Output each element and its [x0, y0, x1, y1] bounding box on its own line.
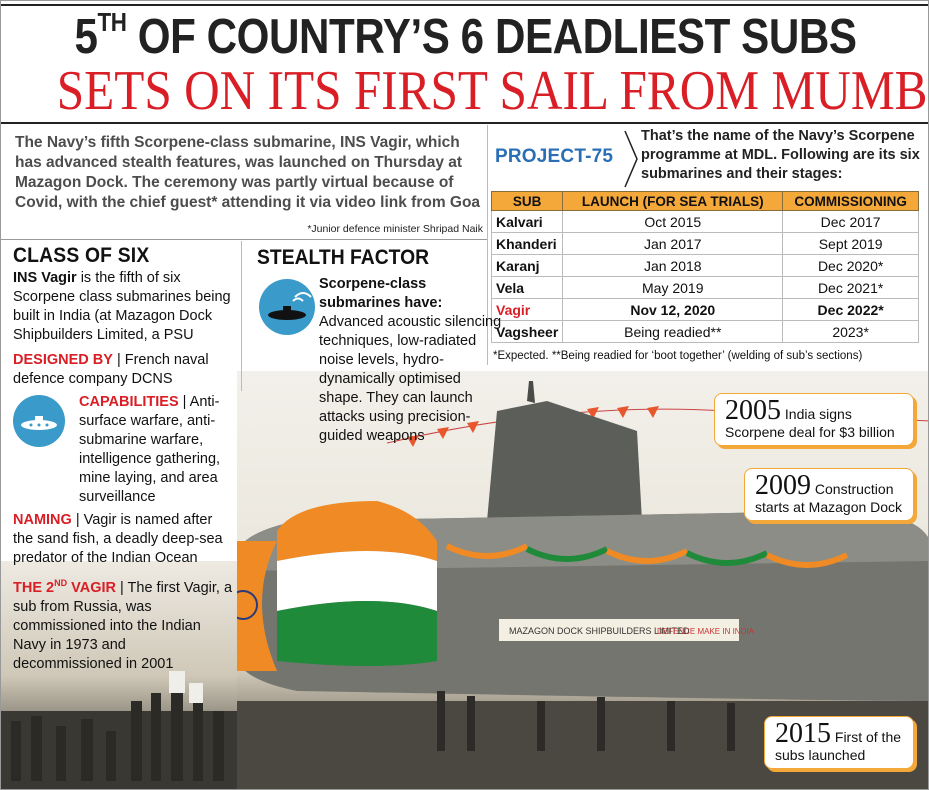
cell-commissioning: Dec 2020*	[782, 254, 919, 277]
cell-sub: Karanj	[490, 254, 564, 277]
class-of-six-section: CLASS OF SIX INS Vagir is the fifth of s…	[13, 244, 235, 674]
table-row: Kalvari Oct 2015 Dec 2017	[490, 210, 919, 233]
cell-commissioning: Dec 2021*	[782, 276, 919, 299]
table-row: Khanderi Jan 2017 Sept 2019	[490, 232, 919, 255]
intro-divider	[1, 239, 487, 240]
crowd-silhouette-image	[1, 671, 237, 789]
top-rule	[1, 4, 928, 6]
headline-line-1: 5TH OF COUNTRY’S 6 DEADLIEST SUBS	[74, 7, 857, 64]
cell-sub: Khanderi	[490, 232, 564, 255]
dock-photo-left	[1, 561, 237, 789]
submarine-icon	[13, 395, 65, 447]
naming-item: NAMING | Vagir is named after the sand f…	[13, 512, 223, 566]
submarine-table: SUB LAUNCH (FOR SEA TRIALS) COMMISSIONIN…	[490, 191, 919, 343]
project-75-label: PROJECT-75	[495, 146, 614, 167]
class-of-six-title: CLASS OF SIX	[13, 244, 150, 267]
section-divider	[241, 241, 242, 391]
cell-launch: Nov 12, 2020	[562, 298, 784, 321]
cell-commissioning: 2023*	[782, 320, 919, 343]
cell-sub: Kalvari	[490, 210, 564, 233]
cell-launch: Jan 2017	[562, 232, 784, 255]
cell-commissioning: Dec 2022*	[782, 298, 919, 321]
project-75-description: That’s the name of the Navy’s Scorpene p…	[641, 128, 920, 182]
timeline-box-2015: 2015 First of the subs launched	[764, 716, 914, 769]
stealth-submarine-icon	[259, 279, 315, 335]
hull-banner-text: MAZAGON DOCK SHIPBUILDERS LIMITED	[509, 626, 690, 636]
hull-slogan-text: DEFENCE MAKE IN INDIA	[657, 627, 755, 636]
cell-launch: May 2019	[562, 276, 784, 299]
stealth-factor-text: Scorpene-class submarines have: Advanced…	[319, 276, 502, 444]
cell-launch: Being readied**	[562, 320, 784, 343]
second-vagir-item: THE 2ND VAGIR | The first Vagir, a sub f…	[13, 578, 233, 672]
headline: 5TH OF COUNTRY’S 6 DEADLIEST SUBS SETS O…	[1, 1, 929, 125]
timeline-box-2005: 2005 India signs Scorpene deal for $3 bi…	[714, 393, 914, 446]
class-of-six-intro: INS Vagir is the fifth of six Scorpene c…	[13, 270, 231, 343]
cell-sub: Vagsheer	[490, 320, 564, 343]
table-row-highlighted: Vagir Nov 12, 2020 Dec 2022*	[490, 298, 919, 321]
intro-paragraph: The Navy’s fifth Scorpene-class submarin…	[15, 134, 481, 211]
column-header-launch: LAUNCH (FOR SEA TRIALS)	[562, 191, 784, 211]
submarine-image: MAZAGON DOCK SHIPBUILDERS LIMITED DEFENC…	[237, 381, 928, 789]
table-row: Vela May 2019 Dec 2021*	[490, 276, 919, 299]
capabilities-item: CAPABILITIES | Anti-surface warfare, ant…	[13, 393, 235, 507]
column-header-sub: SUB	[490, 191, 564, 211]
table-header-row: SUB LAUNCH (FOR SEA TRIALS) COMMISSIONIN…	[490, 191, 919, 211]
table-footnote: *Expected. **Being readied for ‘boot tog…	[493, 350, 863, 362]
designed-by-item: DESIGNED BY | French naval defence compa…	[13, 352, 209, 387]
cell-sub: Vagir	[490, 298, 564, 321]
intro-footnote: *Junior defence minister Shripad Naik	[307, 223, 483, 235]
timeline-box-2009: 2009 Construction starts at Mazagon Dock	[744, 468, 914, 521]
headline-rule	[1, 122, 928, 124]
cell-commissioning: Dec 2017	[782, 210, 919, 233]
stealth-factor-title: STEALTH FACTOR	[257, 246, 430, 269]
table-row: Karanj Jan 2018 Dec 2020*	[490, 254, 919, 277]
column-header-commissioning: COMMISSIONING	[782, 191, 919, 211]
cell-commissioning: Sept 2019	[782, 232, 919, 255]
cell-launch: Jan 2018	[562, 254, 784, 277]
cell-launch: Oct 2015	[562, 210, 784, 233]
table-row: Vagsheer Being readied** 2023*	[490, 320, 919, 343]
cell-sub: Vela	[490, 276, 564, 299]
column-divider	[487, 125, 488, 365]
headline-line-2: SETS ON ITS FIRST SAIL FROM MUMBAI	[56, 60, 929, 122]
bracket-icon	[624, 130, 638, 188]
